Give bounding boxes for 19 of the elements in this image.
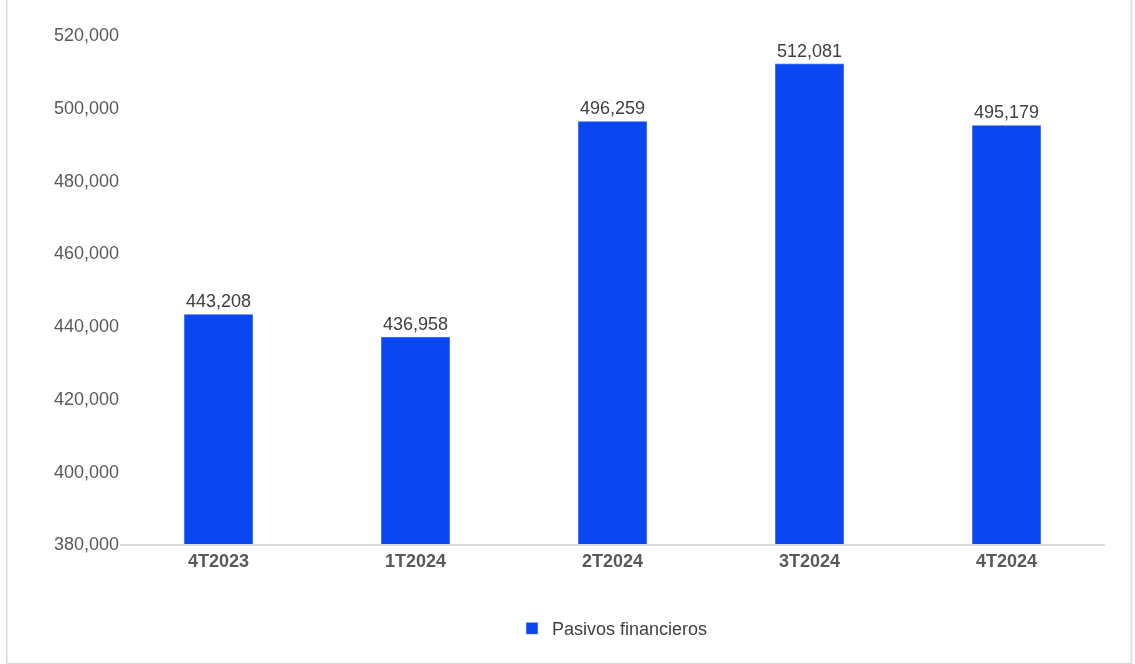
data-label: 512,081 bbox=[776, 40, 843, 61]
data-label: 496,259 bbox=[579, 98, 646, 119]
y-tick-label: 420,000 bbox=[53, 388, 119, 409]
x-tick-label: 3T2024 bbox=[778, 551, 841, 572]
y-tick-label: 480,000 bbox=[53, 170, 119, 191]
y-tick-label: 380,000 bbox=[53, 534, 119, 555]
data-label: 443,208 bbox=[185, 291, 252, 312]
x-tick-label: 4T2024 bbox=[975, 551, 1038, 572]
data-label: 436,958 bbox=[382, 313, 449, 334]
legend-label: Pasivos financieros bbox=[552, 619, 708, 640]
x-tick-label: 4T2023 bbox=[187, 551, 250, 572]
y-tick-label: 460,000 bbox=[53, 243, 119, 264]
y-tick-label: 500,000 bbox=[53, 98, 119, 119]
x-tick-label: 2T2024 bbox=[581, 551, 644, 572]
y-tick-label: 520,000 bbox=[53, 25, 119, 46]
y-tick-label: 400,000 bbox=[53, 461, 119, 482]
data-label: 495,179 bbox=[973, 102, 1040, 123]
x-tick-label: 1T2024 bbox=[384, 551, 447, 572]
y-tick-label: 440,000 bbox=[53, 316, 119, 337]
